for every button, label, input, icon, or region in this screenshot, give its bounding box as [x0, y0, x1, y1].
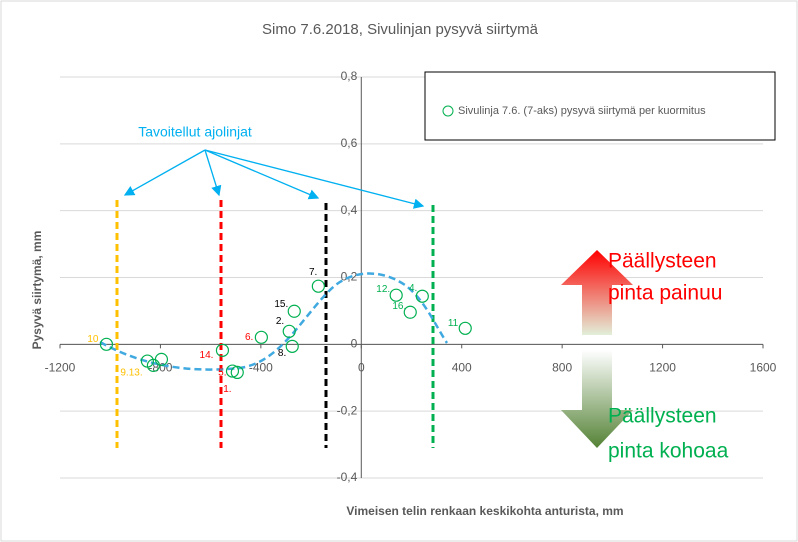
arrow	[204, 149, 222, 197]
point	[225, 364, 240, 378]
annotation: Tavoitellut ajolinjat	[138, 124, 252, 140]
legend-label: Sivulinja 7.6. (7-aks) pysyvä siirtymä p…	[458, 105, 706, 117]
point-label: 6.	[245, 332, 253, 343]
annotation: Päällysteen	[608, 405, 717, 428]
arrow	[204, 149, 425, 209]
point-label: 16.	[392, 301, 406, 312]
x-tick-label: 800	[552, 361, 572, 375]
callout-arrows	[123, 149, 425, 209]
point-label: 2.	[276, 316, 284, 327]
y-tick-label: -0,2	[337, 403, 358, 417]
x-tick-label: 400	[452, 361, 472, 375]
point-label: 8.	[278, 348, 286, 359]
point	[389, 288, 403, 302]
point	[403, 305, 417, 319]
x-tick-label: -1200	[45, 361, 76, 375]
point-label: 12.	[376, 284, 390, 295]
x-tick-label: 0	[358, 361, 365, 375]
arrow	[123, 149, 206, 196]
point	[154, 352, 169, 366]
y-tick-label: 0,6	[341, 136, 358, 150]
x-tick-label: 1600	[750, 361, 777, 375]
point	[230, 365, 244, 380]
point-label: 5.	[218, 368, 226, 379]
y-axis-label: Pysyvä siirtymä, mm	[30, 231, 44, 350]
chart-title: Simo 7.6.2018, Sivulinjan pysyvä siirtym…	[262, 21, 539, 38]
arrow	[204, 149, 320, 200]
point-label: 1.	[223, 384, 231, 395]
y-tick-label: 0,8	[341, 69, 358, 83]
point	[458, 321, 472, 335]
annotation: pinta kohoaa	[608, 440, 729, 463]
point-label: 14.	[200, 350, 214, 361]
legend	[424, 71, 776, 141]
down-arrow	[561, 350, 633, 448]
annotation: Päällysteen	[608, 250, 717, 273]
point	[215, 343, 230, 357]
point-label: 4.	[409, 283, 417, 294]
legend-entries: Sivulinja 7.6. (7-aks) pysyvä siirtymä p…	[442, 105, 706, 117]
trendline	[99, 272, 449, 371]
point-label: 9.13.	[120, 368, 142, 379]
point-label: 15.	[274, 299, 288, 310]
point	[287, 304, 301, 318]
up-arrow	[561, 250, 633, 335]
annotation: pinta painuu	[608, 282, 722, 305]
x-axis-label: Vimeisen telin renkaan keskikohta anturi…	[346, 504, 623, 518]
point	[282, 324, 296, 338]
x-tick-label: -400	[249, 361, 273, 375]
x-tick-label: 1200	[649, 361, 676, 375]
point-label: 7.	[309, 267, 317, 278]
y-tick-label: 0,4	[341, 203, 358, 217]
y-tick-label: 0	[351, 337, 358, 351]
point-label: 11	[448, 318, 459, 329]
y-tick-label: -0,4	[337, 470, 358, 484]
point	[254, 330, 268, 344]
point	[311, 279, 325, 293]
plot-area: -0,4-0,200,20,40,60,8-1200 -800 -400 0 400 80…	[45, 69, 777, 484]
point	[415, 289, 429, 303]
point	[99, 337, 114, 351]
point-label: 10	[87, 334, 99, 345]
legend-marker	[442, 105, 454, 117]
target-lines	[115, 200, 435, 448]
point	[285, 339, 299, 353]
